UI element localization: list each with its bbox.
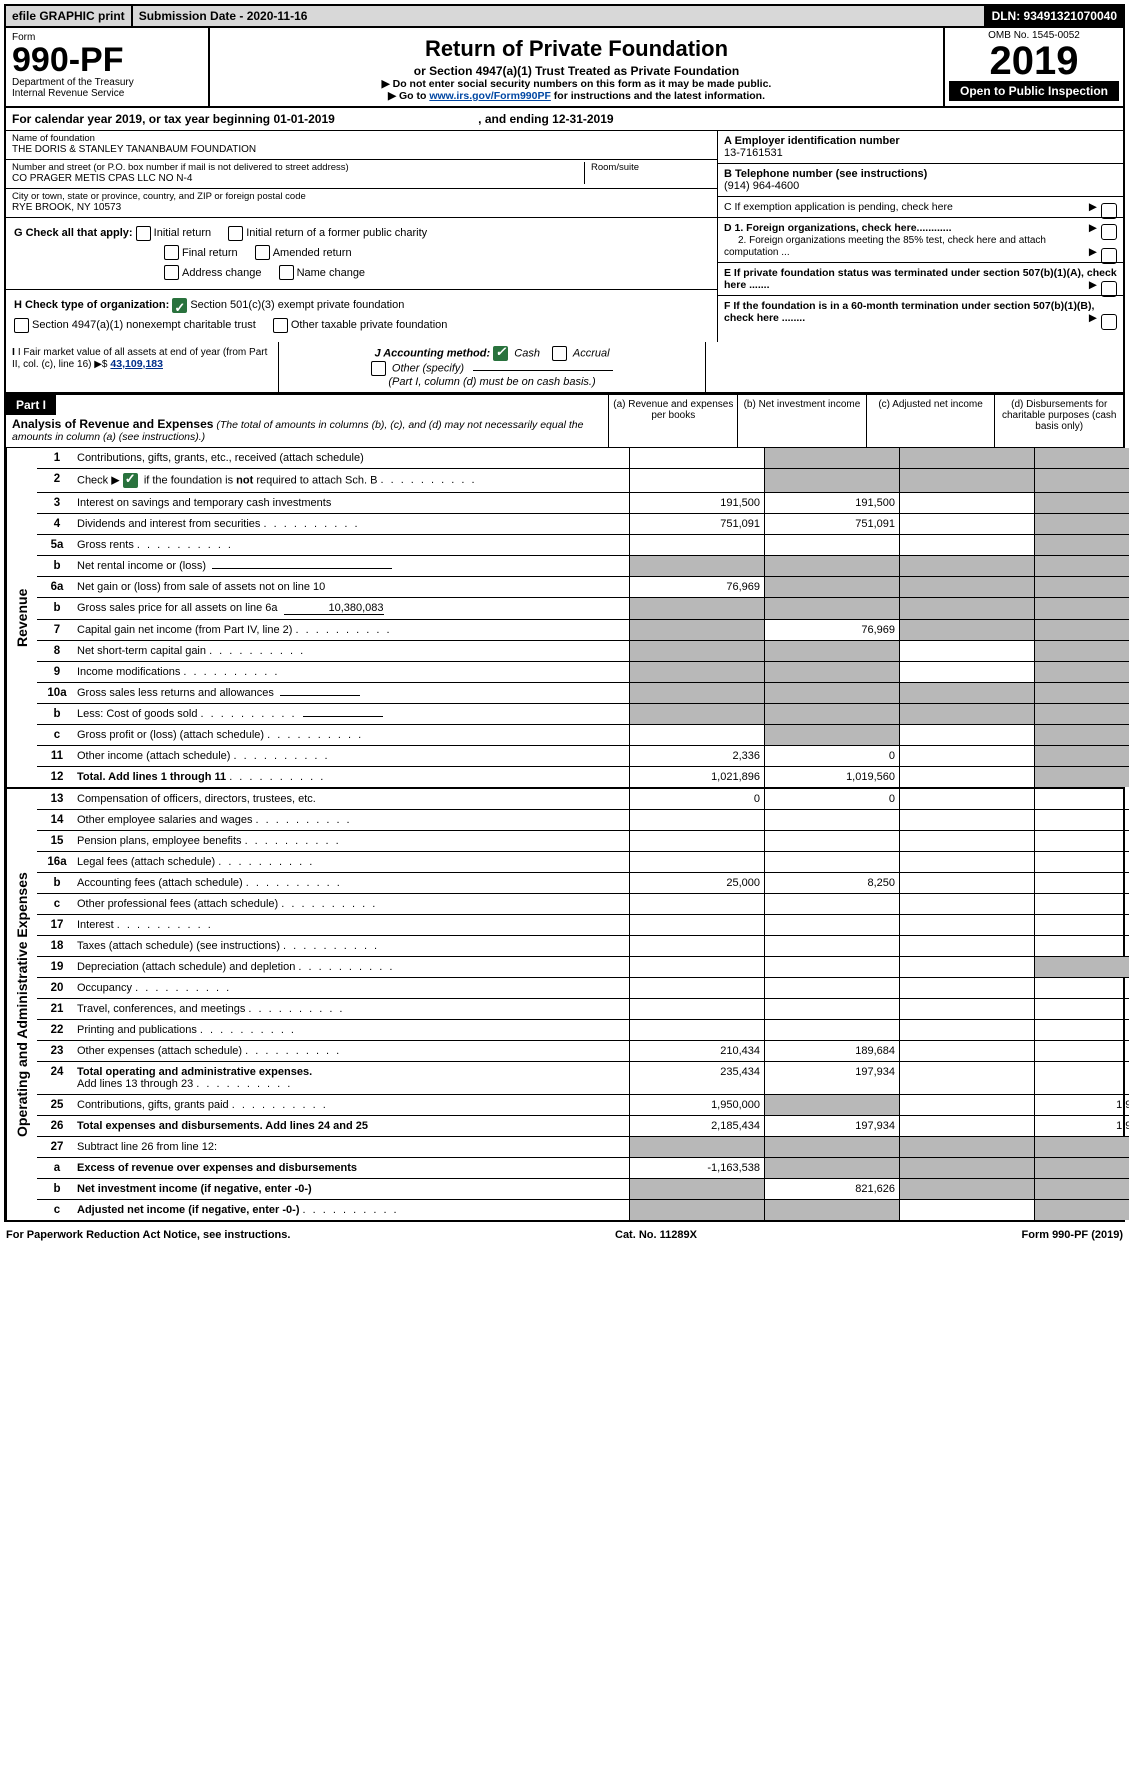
section-h: H Check type of organization: Section 50… (6, 290, 717, 342)
page-footer: For Paperwork Reduction Act Notice, see … (0, 1226, 1129, 1244)
calendar-year-line: For calendar year 2019, or tax year begi… (6, 108, 1123, 131)
form-990pf: efile GRAPHIC print Submission Date - 20… (4, 4, 1125, 1222)
chk-initial-public[interactable] (228, 226, 243, 241)
chk-501c3[interactable] (172, 298, 187, 313)
pra-notice: For Paperwork Reduction Act Notice, see … (6, 1229, 290, 1241)
col-c-head: (c) Adjusted net income (867, 395, 996, 447)
room-label: Room/suite (591, 162, 711, 173)
chk-e[interactable] (1101, 281, 1117, 297)
phone-label: B Telephone number (see instructions) (724, 168, 927, 180)
part1-tag: Part I (6, 395, 56, 415)
chk-f[interactable] (1101, 314, 1117, 330)
city-state-zip: RYE BROOK, NY 10573 (12, 202, 711, 213)
chk-schb[interactable] (123, 473, 138, 488)
form-number: 990-PF (12, 43, 202, 77)
entity-info: Name of foundation THE DORIS & STANLEY T… (6, 131, 1123, 342)
irs-label: Internal Revenue Service (12, 88, 202, 99)
irs-link[interactable]: www.irs.gov/Form990PF (429, 90, 551, 102)
chk-name-change[interactable] (279, 265, 294, 280)
col-d-head: (d) Disbursements for charitable purpose… (995, 395, 1123, 447)
chk-other-acct[interactable] (371, 361, 386, 376)
part1-title: Analysis of Revenue and Expenses (12, 417, 213, 431)
form-header: Form 990-PF Department of the Treasury I… (6, 28, 1123, 108)
chk-other-taxable[interactable] (273, 318, 288, 333)
l6b-value: 10,380,083 (284, 602, 384, 615)
d1-label: D 1. Foreign organizations, check here..… (724, 222, 952, 234)
phone-value: (914) 964-4600 (724, 180, 799, 192)
form-subtitle: or Section 4947(a)(1) Trust Treated as P… (218, 64, 935, 78)
goto-note: ▶ Go to www.irs.gov/Form990PF for instru… (218, 90, 935, 102)
open-public: Open to Public Inspection (949, 81, 1119, 101)
revenue-section: Revenue 1Contributions, gifts, grants, e… (6, 448, 1123, 789)
chk-initial-return[interactable] (136, 226, 151, 241)
g-label: G Check all that apply: (14, 227, 133, 239)
form-title: Return of Private Foundation (218, 36, 935, 62)
chk-amended-return[interactable] (255, 245, 270, 260)
c-label: C If exemption application is pending, c… (724, 201, 953, 213)
chk-accrual[interactable] (552, 346, 567, 361)
ein-value: 13-7161531 (724, 147, 783, 159)
chk-d1[interactable] (1101, 224, 1117, 240)
name-label: Name of foundation (12, 133, 711, 144)
chk-d2[interactable] (1101, 248, 1117, 264)
top-bar: efile GRAPHIC print Submission Date - 20… (6, 6, 1123, 28)
dept-treasury: Department of the Treasury (12, 77, 202, 88)
part1-header: Part I Analysis of Revenue and Expenses … (6, 393, 1123, 448)
addr-label: Number and street (or P.O. box number if… (12, 162, 584, 173)
e-label: E If private foundation status was termi… (724, 267, 1117, 291)
revenue-side-label: Revenue (6, 448, 37, 787)
section-g: G Check all that apply: Initial return I… (6, 218, 717, 290)
col-a-head: (a) Revenue and expenses per books (609, 395, 738, 447)
other-specify-blank[interactable] (473, 370, 613, 371)
form-ref: Form 990-PF (2019) (1022, 1229, 1124, 1241)
d2-label: 2. Foreign organizations meeting the 85%… (724, 235, 1046, 258)
dln: DLN: 93491321070040 (986, 6, 1123, 26)
f-label: F If the foundation is in a 60-month ter… (724, 300, 1094, 324)
chk-c[interactable] (1101, 203, 1117, 219)
submission-date: Submission Date - 2020-11-16 (133, 6, 986, 26)
chk-address-change[interactable] (164, 265, 179, 280)
ein-label: A Employer identification number (724, 135, 900, 147)
j-note: (Part I, column (d) must be on cash basi… (388, 376, 595, 388)
j-label: J Accounting method: (374, 347, 490, 359)
expenses-section: Operating and Administrative Expenses 13… (6, 789, 1123, 1220)
chk-cash[interactable] (493, 346, 508, 361)
expenses-side-label: Operating and Administrative Expenses (6, 789, 37, 1220)
city-label: City or town, state or province, country… (12, 191, 711, 202)
row-ij: I I Fair market value of all assets at e… (6, 342, 1123, 393)
cat-no: Cat. No. 11289X (615, 1229, 697, 1241)
col-b-head: (b) Net investment income (738, 395, 867, 447)
efile-label[interactable]: efile GRAPHIC print (6, 6, 133, 26)
street-address: CO PRAGER METIS CPAS LLC NO N-4 (12, 173, 584, 184)
fmv-value[interactable]: 43,109,183 (110, 358, 163, 370)
foundation-name: THE DORIS & STANLEY TANANBAUM FOUNDATION (12, 144, 711, 155)
tax-year: 2019 (949, 41, 1119, 81)
chk-final-return[interactable] (164, 245, 179, 260)
chk-4947a1[interactable] (14, 318, 29, 333)
ssn-note: ▶ Do not enter social security numbers o… (218, 78, 935, 90)
h-label: H Check type of organization: (14, 299, 169, 311)
